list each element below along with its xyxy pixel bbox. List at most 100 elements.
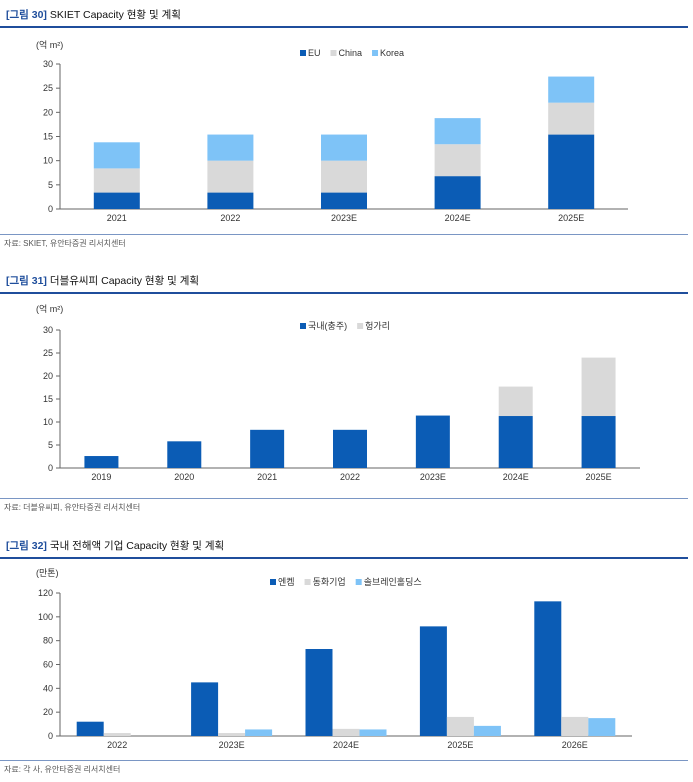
legend-label-엔켐: 엔켐 — [278, 576, 295, 587]
legend-swatch-솔브레인홀딩스 — [355, 579, 362, 585]
y-tick-label: 100 — [38, 612, 53, 622]
bar-헝가리-2024E — [498, 386, 533, 417]
y-tick-label: 60 — [43, 660, 53, 670]
bar-솔브레인홀딩스-2024E — [359, 729, 387, 736]
x-tick-label: 2022 — [107, 740, 127, 750]
x-tick-label: 2023E — [331, 213, 357, 223]
bar-국내(충주)-2024E — [498, 416, 533, 468]
x-tick-label: 2024E — [503, 472, 529, 482]
bar-솔브레인홀딩스-2026E — [588, 718, 616, 736]
bar-Korea-2022 — [207, 134, 254, 161]
bar-Korea-2024E — [434, 118, 481, 145]
x-tick-label: 2021 — [257, 472, 277, 482]
bar-동화기업-2026E — [561, 716, 589, 736]
bar-솔브레인홀딩스-2025E — [473, 725, 501, 736]
y-unit-label: (억 m²) — [36, 39, 63, 50]
y-tick-label: 30 — [43, 325, 53, 335]
figure-31-top-rule — [0, 292, 688, 294]
legend-label-국내(충주): 국내(충주) — [308, 321, 347, 331]
figure-32-top-rule — [0, 557, 688, 559]
figure-30-bottom-rule — [0, 234, 688, 235]
figure-31-title: 더블유씨피 Capacity 현황 및 계획 — [49, 275, 200, 287]
y-tick-label: 120 — [38, 588, 53, 598]
x-tick-label: 2022 — [220, 213, 240, 223]
legend-label-EU: EU — [308, 48, 321, 58]
x-tick-label: 2025E — [558, 213, 584, 223]
y-tick-label: 5 — [48, 180, 53, 190]
y-tick-label: 10 — [43, 156, 53, 166]
bar-EU-2021 — [93, 192, 140, 209]
y-tick-label: 0 — [48, 204, 53, 214]
bar-China-2023E — [321, 160, 367, 193]
legend-label-솔브레인홀딩스: 솔브레인홀딩스 — [364, 576, 422, 587]
bar-엔켐-2023E — [191, 682, 219, 736]
figure-32-title: 국내 전해액 기업 Capacity 현황 및 계획 — [49, 540, 225, 552]
figure-30-source: 자료: SKIET, 유안타증권 리서치센터 — [4, 239, 126, 248]
legend-label-동화기업: 동화기업 — [313, 577, 346, 587]
x-tick-label: 2023E — [420, 472, 446, 482]
x-tick-label: 2021 — [107, 213, 127, 223]
bar-동화기업-2025E — [446, 716, 474, 736]
figure-31-source: 자료: 더블유씨피, 유안타증권 리서치센터 — [4, 503, 141, 512]
y-unit-label: (억 m²) — [36, 303, 63, 314]
y-tick-label: 30 — [43, 59, 53, 69]
legend-swatch-엔켐 — [270, 579, 276, 585]
bar-헝가리-2025E — [581, 357, 616, 417]
figure-31: [그림 31] 더블유씨피 Capacity 현황 및 계획 (억 m²) 0 5 10… — [0, 266, 693, 521]
y-tick-label: 25 — [43, 348, 53, 358]
x-tick-label: 2025E — [447, 740, 473, 750]
y-tick-label: 15 — [43, 132, 53, 142]
x-tick-label: 2026E — [562, 740, 588, 750]
chart-wcp-capacity: (억 m²) 0 5 10 15 20 25 30 2019 2020 2021 2022 2023E 2… — [36, 303, 640, 482]
legend-swatch-동화기업 — [304, 579, 311, 585]
legend-swatch-국내(충주) — [300, 323, 306, 329]
figure-30-heading: [그림 30] SKIET Capacity 현황 및 계획 — [6, 6, 181, 24]
figure-32-label: [그림 32] — [6, 540, 47, 552]
x-tick-label: 2024E — [333, 740, 359, 750]
bar-China-2022 — [207, 160, 254, 193]
figure-30-label: [그림 30] — [6, 9, 47, 21]
x-tick-label: 2022 — [340, 472, 360, 482]
bar-EU-2023E — [321, 192, 367, 209]
bar-China-2021 — [93, 168, 140, 193]
legend-label-Korea: Korea — [380, 48, 404, 58]
chart-skiet-capacity: (억 m²) 0 5 10 15 20 25 30 2021 2022 2023E 2024E 2025… — [36, 39, 628, 223]
bar-동화기업-2024E — [332, 728, 360, 736]
bar-동화기업-2023E — [218, 733, 246, 736]
y-tick-label: 15 — [43, 394, 53, 404]
bar-동화기업-2022 — [103, 733, 131, 736]
bar-EU-2024E — [434, 176, 481, 209]
x-tick-label: 2025E — [586, 472, 612, 482]
y-tick-label: 5 — [48, 440, 53, 450]
figure-30-title: SKIET Capacity 현황 및 계획 — [49, 9, 181, 21]
figure-32-bottom-rule — [0, 760, 688, 761]
figure-31-bottom-rule — [0, 498, 688, 499]
legend-swatch-헝가리 — [357, 323, 364, 329]
legend-swatch-EU — [300, 50, 306, 56]
x-tick-label: 2020 — [174, 472, 194, 482]
figure-31-label: [그림 31] — [6, 275, 47, 287]
bar-Korea-2021 — [93, 142, 140, 169]
bar-국내(충주)-2025E — [581, 416, 616, 468]
bar-EU-2025E — [548, 134, 595, 209]
y-tick-label: 25 — [43, 83, 53, 93]
figure-31-heading: [그림 31] 더블유씨피 Capacity 현황 및 계획 — [6, 272, 199, 290]
figure-30: [그림 30] SKIET Capacity 현황 및 계획 (억 m²) 0 5 10… — [0, 0, 693, 255]
y-tick-label: 80 — [43, 636, 53, 646]
bar-China-2024E — [434, 144, 481, 177]
bar-엔켐-2022 — [76, 721, 104, 736]
y-tick-label: 10 — [43, 417, 53, 427]
figure-32: [그림 32] 국내 전해액 기업 Capacity 현황 및 계획 (만톤) 0 2… — [0, 531, 693, 782]
x-tick-label: 2019 — [91, 472, 111, 482]
bar-엔켐-2024E — [305, 649, 333, 736]
y-tick-label: 40 — [43, 683, 53, 693]
y-tick-label: 20 — [43, 371, 53, 381]
figure-30-top-rule — [0, 26, 688, 28]
bar-엔켐-2025E — [419, 626, 447, 736]
legend-label-헝가리: 헝가리 — [365, 321, 390, 331]
bar-국내(충주)-2022 — [333, 429, 367, 468]
x-tick-label: 2023E — [219, 740, 245, 750]
bar-China-2025E — [548, 102, 595, 135]
y-tick-label: 0 — [48, 463, 53, 473]
y-tick-label: 0 — [48, 731, 53, 741]
